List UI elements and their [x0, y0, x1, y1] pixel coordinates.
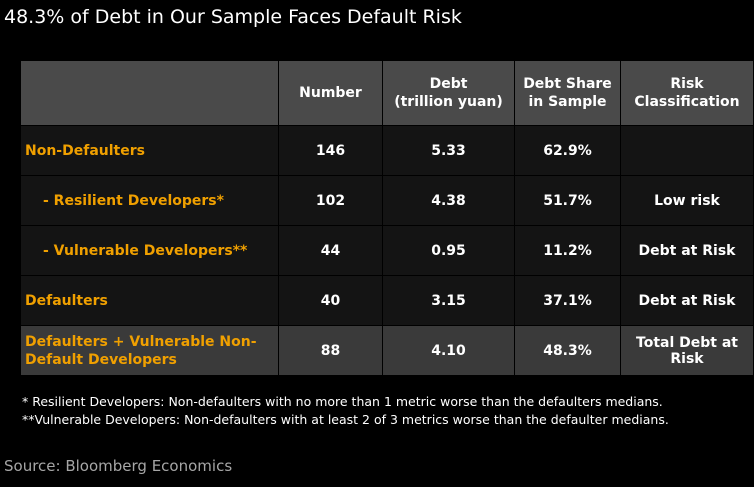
- row-share: 37.1%: [514, 275, 621, 326]
- source-note: Source: Bloomberg Economics: [4, 457, 233, 475]
- row-number: 88: [278, 325, 383, 376]
- debt-table-container: Number Debt (trillion yuan) Debt Share in …: [20, 60, 754, 376]
- header-debt-text: Debt (trillion yuan): [394, 76, 503, 110]
- row-number: 40: [278, 275, 383, 326]
- row-share: 51.7%: [514, 175, 621, 226]
- row-share: 11.2%: [514, 225, 621, 276]
- header-debt-share: Debt Share in Sample: [514, 60, 621, 126]
- table-row: Defaulters 40 3.15 37.1% Debt at Risk: [20, 275, 754, 326]
- row-number: 44: [278, 225, 383, 276]
- table-row: Non-Defaulters 146 5.33 62.9%: [20, 125, 754, 176]
- row-label: - Resilient Developers*: [20, 175, 279, 226]
- row-debt: 3.15: [382, 275, 515, 326]
- row-number: 102: [278, 175, 383, 226]
- header-risk-text: Risk Classification: [634, 76, 740, 110]
- row-debt: 4.10: [382, 325, 515, 376]
- table-row: - Vulnerable Developers** 44 0.95 11.2% …: [20, 225, 754, 276]
- header-debt: Debt (trillion yuan): [382, 60, 515, 126]
- row-label: - Vulnerable Developers**: [20, 225, 279, 276]
- row-number: 146: [278, 125, 383, 176]
- row-debt: 4.38: [382, 175, 515, 226]
- row-debt: 0.95: [382, 225, 515, 276]
- row-risk: [620, 125, 754, 176]
- row-debt: 5.33: [382, 125, 515, 176]
- table-row: - Resilient Developers* 102 4.38 51.7% L…: [20, 175, 754, 226]
- row-label: Defaulters: [20, 275, 279, 326]
- header-risk-classification: Risk Classification: [620, 60, 754, 126]
- header-label: [20, 60, 279, 126]
- row-share: 62.9%: [514, 125, 621, 176]
- header-share-text: Debt Share in Sample: [523, 76, 612, 110]
- table-header-row: Number Debt (trillion yuan) Debt Share in …: [20, 60, 754, 126]
- row-risk: Debt at Risk: [620, 275, 754, 326]
- footnote-resilient: * Resilient Developers: Non-defaulters w…: [22, 394, 663, 409]
- row-label: Defaulters + Vulnerable Non-Default Deve…: [20, 325, 279, 376]
- page-title: 48.3% of Debt in Our Sample Faces Defaul…: [4, 6, 462, 28]
- row-risk: Low risk: [620, 175, 754, 226]
- row-risk: Debt at Risk: [620, 225, 754, 276]
- footnotes: * Resilient Developers: Non-defaulters w…: [22, 393, 669, 429]
- header-number: Number: [278, 60, 383, 126]
- row-share: 48.3%: [514, 325, 621, 376]
- row-risk: Total Debt at Risk: [620, 325, 754, 376]
- debt-table: Number Debt (trillion yuan) Debt Share in …: [20, 60, 754, 376]
- row-label: Non-Defaulters: [20, 125, 279, 176]
- footnote-vulnerable: **Vulnerable Developers: Non-defaulters …: [22, 412, 669, 427]
- table-row-total: Defaulters + Vulnerable Non-Default Deve…: [20, 325, 754, 376]
